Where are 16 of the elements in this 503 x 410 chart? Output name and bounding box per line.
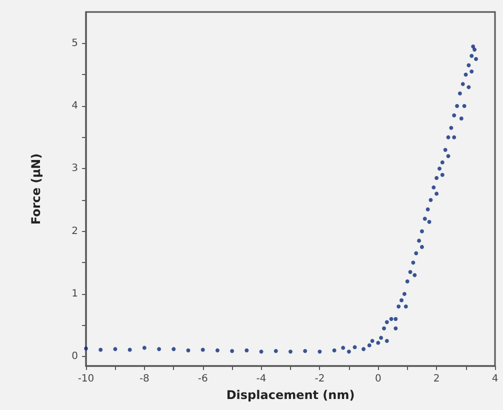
y-tick-label: 1 xyxy=(72,288,78,300)
y-tick-label: 3 xyxy=(72,163,78,174)
y-axis-title: Force (µN) xyxy=(29,153,43,225)
x-tick-label: -6 xyxy=(198,374,208,384)
y-tick-label: 4 xyxy=(72,100,78,112)
x-axis-title: Displacement (nm) xyxy=(226,388,355,402)
x-tick-label: -2 xyxy=(314,374,325,384)
x-tick-label: 4 xyxy=(492,374,498,384)
x-tick-label: -4 xyxy=(256,374,266,384)
y-tick-label: 0 xyxy=(72,351,78,362)
x-tick-label: 0 xyxy=(374,374,382,384)
y-tick-label: 2 xyxy=(72,226,78,237)
x-tick-label: -10 xyxy=(78,374,94,384)
y-tick-label: 5 xyxy=(72,38,78,49)
x-tick-label: -8 xyxy=(139,374,150,384)
x-tick-label: 2 xyxy=(433,374,440,384)
